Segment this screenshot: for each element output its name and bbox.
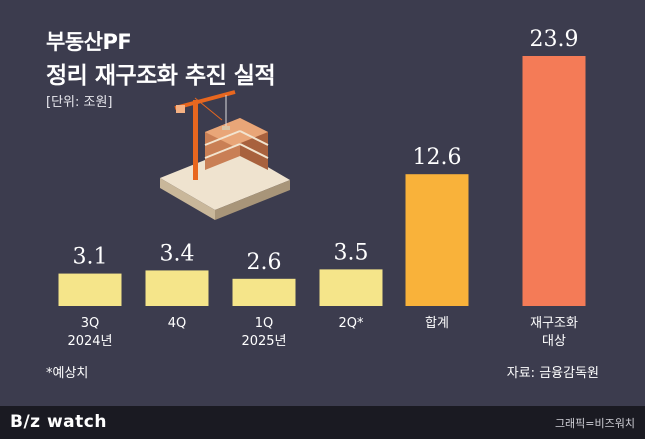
- bar-5: [522, 56, 586, 306]
- chart-title-line2: 정리 재구조화 추진 실적: [46, 63, 276, 89]
- bar-3: [319, 269, 383, 306]
- footnote-estimate: *예상치: [46, 366, 89, 381]
- bar-chart: 3.1 3.4 2.6 3.5 12.6 23.9 3Q 2024년 4Q 1Q 2025년 2Q*…: [58, 27, 586, 349]
- category-label-5-1: 대상: [542, 334, 566, 349]
- source-label: 자료: 금융감독원: [506, 366, 599, 381]
- value-label-3: 3.5: [334, 240, 369, 265]
- category-label-5-0: 재구조화: [530, 316, 578, 331]
- category-label-2-1: 2025년: [241, 334, 286, 349]
- value-label-2: 2.6: [247, 250, 282, 275]
- bar-0: [58, 273, 122, 306]
- category-label-4-0: 합계: [425, 316, 449, 331]
- construction-illustration: [160, 90, 290, 220]
- bizwatch-logo: B/z watch: [10, 412, 107, 432]
- bar-2: [232, 278, 296, 306]
- value-label-5: 23.9: [530, 27, 579, 52]
- value-label-1: 3.4: [160, 241, 195, 266]
- category-label-0-1: 2024년: [67, 334, 112, 349]
- chart-title-line1: 부동산PF: [46, 30, 132, 54]
- value-label-0: 3.1: [73, 245, 108, 270]
- bar-1: [145, 270, 209, 306]
- category-label-2-0: 1Q: [255, 316, 274, 331]
- category-label-3-0: 2Q*: [338, 316, 364, 331]
- bar-4: [405, 174, 469, 306]
- category-label-0-0: 3Q: [81, 316, 100, 331]
- footer-bar: B/z watch 그래픽=비즈워치: [0, 406, 645, 439]
- value-label-4: 12.6: [413, 145, 462, 170]
- category-label-1-0: 4Q: [168, 316, 187, 331]
- graphic-credit: 그래픽=비즈워치: [554, 417, 635, 430]
- unit-label: [단위: 조원]: [46, 95, 113, 110]
